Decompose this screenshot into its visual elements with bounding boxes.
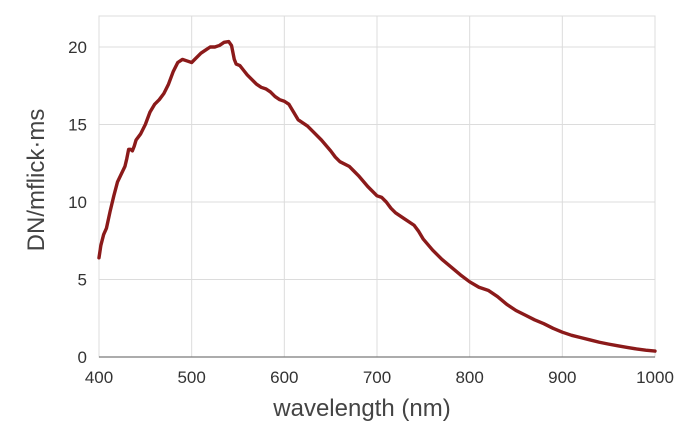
y-tick-label: 10 xyxy=(68,193,87,212)
y-tick-label: 5 xyxy=(78,271,87,290)
x-tick-label: 500 xyxy=(177,368,205,387)
x-axis-title: wavelength (nm) xyxy=(272,395,450,422)
x-tick-label: 600 xyxy=(270,368,298,387)
grid xyxy=(99,16,655,357)
x-tick-label: 700 xyxy=(363,368,391,387)
tick-labels: 400 500 600 700 800 900 1000 0 5 10 15 20 xyxy=(68,38,674,387)
x-tick-label: 800 xyxy=(455,368,483,387)
series-layer xyxy=(97,39,657,353)
y-tick-label: 20 xyxy=(68,38,87,57)
x-tick-label: 400 xyxy=(85,368,113,387)
x-tick-label: 1000 xyxy=(636,368,674,387)
x-tick-label: 900 xyxy=(548,368,576,387)
y-tick-label: 15 xyxy=(68,116,87,135)
series-line-0 xyxy=(97,39,657,353)
y-axis-title: DN/mflick·ms xyxy=(23,109,50,252)
y-tick-label: 0 xyxy=(78,348,87,367)
